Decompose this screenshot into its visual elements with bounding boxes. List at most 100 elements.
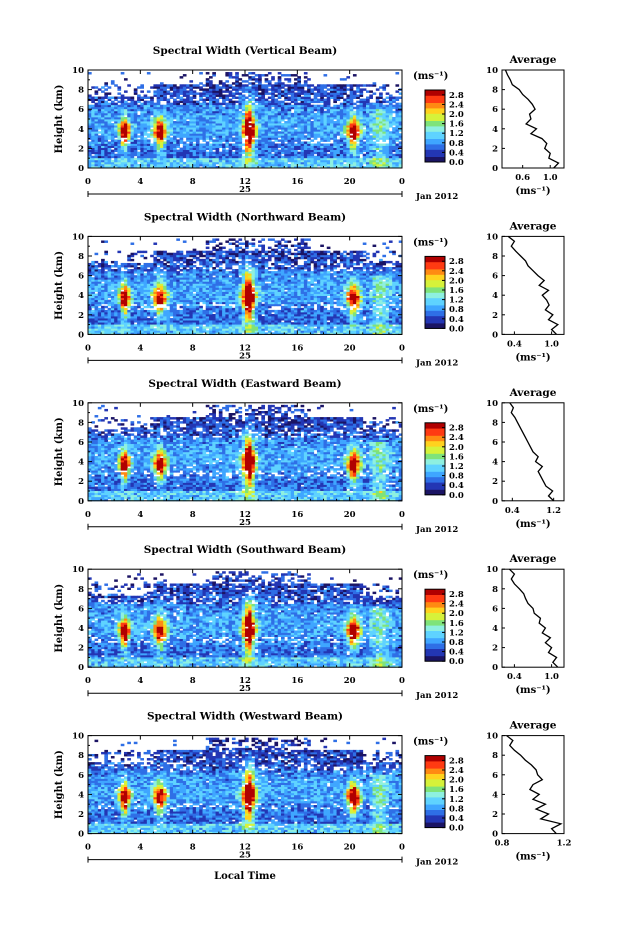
heatmap-cell [320,84,324,86]
heatmap-cell [242,156,246,158]
heatmap-cell [274,82,278,84]
heatmap-cell [255,99,259,101]
heatmap-cell [242,144,246,146]
heatmap-cell [137,115,141,117]
colorbar-tick-label: 1.2 [449,129,464,139]
heatmap-cell [98,88,102,90]
heatmap-cell [238,92,242,94]
heatmap-cell [108,86,112,88]
heatmap-cell [176,139,180,141]
heatmap-cell [268,88,272,90]
heatmap-cell [373,103,377,105]
heatmap-cell [310,105,314,107]
heatmap-cell [88,105,92,107]
x-tick-label: 8 [190,177,196,187]
heatmap-cell [98,135,102,137]
heatmap-cell [144,137,148,139]
heatmap-cell [317,105,321,107]
heatmap-cell [206,72,210,74]
heatmap-cell [91,105,95,107]
heatmap-cell [189,80,193,82]
heatmap-cell [202,144,206,146]
heatmap-cell [356,105,360,107]
heatmap-cell [291,74,295,76]
heatmap-cell [91,86,95,88]
heatmap-cell [301,84,305,86]
heatmap-cell [252,72,256,74]
heatmap-cell [232,76,236,78]
heatmap-cell [104,92,108,94]
heatmap-cell [245,97,249,99]
heatmap-cell [196,92,200,94]
heatmap-cell [98,131,102,133]
heatmap-cell [131,97,135,99]
heatmap-cell [206,152,210,154]
heatmap-cell [363,154,367,156]
heatmap-cell [278,131,282,133]
heatmap-cell [111,150,115,152]
heatmap-cell [278,76,282,78]
heatmap-cell [121,95,125,97]
heatmap-cell [356,144,360,146]
heatmap-cell [337,139,341,141]
heatmap-cell [173,84,177,86]
heatmap-cell [232,86,236,88]
heatmap-cell [95,103,99,105]
heatmap-cell [114,154,118,156]
heatmap-cell [288,74,292,76]
heatmap-cell [317,99,321,101]
profile-y-tick-label: 10 [486,66,498,76]
heatmap-cell [278,72,282,74]
heatmap-cell [137,105,141,107]
date-label: Jan 2012 [415,192,458,202]
heatmap-cell [366,97,370,99]
heatmap-cell [330,144,334,146]
heatmap-cell [206,78,210,80]
heatmap-cell [297,76,301,78]
heatmap-cell [180,97,184,99]
heatmap-cell [294,92,298,94]
day-label: 25 [239,185,251,195]
y-tick-label: 8 [78,86,84,96]
heatmap-cell [252,76,256,78]
heatmap-cell [327,84,331,86]
heatmap-cell [124,90,128,92]
heatmap-cell [225,84,229,86]
heatmap-cell [395,97,399,99]
heatmap-cell [209,76,213,78]
heatmap-cell [379,86,383,88]
heatmap-cell [193,101,197,103]
heatmap-cell [127,84,131,86]
heatmap-cell [88,72,92,74]
heatmap-cell [382,99,386,101]
heatmap-cell [382,84,386,86]
colorbar-tick-label: 2.0 [449,110,464,120]
heatmap-cell [186,84,190,86]
heatmap-cell [242,80,246,82]
heatmap-cell [327,88,331,90]
heatmap-cell [144,95,148,97]
heatmap-cell [186,144,190,146]
heatmap-cell [392,111,396,113]
heatmap-cell [343,99,347,101]
heatmap-cell [219,103,223,105]
heatmap-cell [163,84,167,86]
heatmap-cell [288,164,292,166]
heatmap-cell [193,144,197,146]
heatmap-cell [330,84,334,86]
y-tick-label: 4 [78,125,84,135]
heatmap-cell [268,97,272,99]
heatmap-cell [386,105,390,107]
heatmap-cell [238,82,242,84]
heatmap-cell [369,90,373,92]
heatmap-cell [170,92,174,94]
spectral-width-figure: Spectral Width (Vertical Beam)0246810Hei… [0,0,621,929]
heatmap-cell [137,95,141,97]
heatmap-cell [330,107,334,109]
heatmap-cell [229,144,233,146]
heatmap-cell [350,135,354,137]
heatmap-cell [222,95,226,97]
heatmap-cell [144,101,148,103]
heatmap-cell [324,74,328,76]
heatmap-cell [183,162,187,164]
